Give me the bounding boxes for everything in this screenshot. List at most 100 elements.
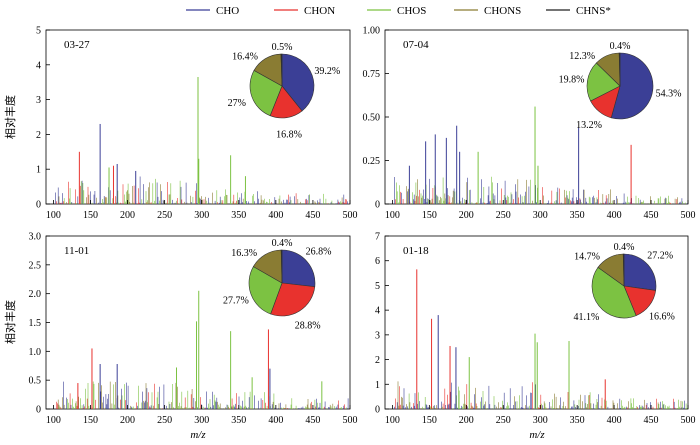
pie-label: 14.7%: [574, 251, 600, 262]
x-tick-label: 300: [194, 210, 209, 221]
x-tick-label: 500: [681, 415, 696, 426]
composition-pie: 54.3% 13.2% 19.8% 12.3% 0.4%: [559, 41, 682, 131]
x-tick-label: 100: [46, 210, 61, 221]
x-tick-label: 300: [533, 415, 548, 426]
legend-entry-chos: CHOS: [367, 5, 426, 17]
pie-label: 0.4%: [610, 41, 631, 52]
x-tick-label: 350: [231, 210, 246, 221]
y-tick-label: 4: [375, 306, 380, 317]
legend-entry-chon: CHON: [274, 5, 335, 17]
x-axis-label: m/z: [190, 429, 206, 441]
x-tick-label: 200: [459, 210, 474, 221]
y-tick-label: 2: [36, 130, 41, 141]
x-tick-label: 300: [533, 210, 548, 221]
y-tick-label: 0: [375, 405, 380, 416]
y-axis-label: 相对丰度: [3, 95, 17, 139]
x-tick-label: 500: [343, 210, 358, 221]
pie-label: 41.1%: [573, 312, 599, 323]
y-tick-label: 3: [36, 95, 41, 106]
y-tick-label: 1: [375, 380, 380, 391]
x-tick-label: 250: [496, 210, 511, 221]
pie-label: 13.2%: [576, 120, 602, 131]
x-tick-label: 200: [459, 415, 474, 426]
y-tick-label: 0: [375, 200, 380, 211]
x-tick-label: 200: [120, 210, 135, 221]
x-tick-label: 350: [570, 210, 585, 221]
pie-slice-chos: [586, 62, 621, 102]
x-tick-label: 100: [385, 415, 400, 426]
y-tick-label: 1.0: [29, 347, 42, 358]
noise-peaks: [55, 381, 350, 409]
y-tick-label: 5: [36, 26, 41, 37]
pie-slice-chos: [591, 266, 637, 319]
y-tick-label: 0.25: [363, 156, 381, 167]
pie-label: 16.6%: [649, 311, 675, 322]
panel-date-label: 03-27: [64, 39, 90, 51]
pie-slice-chns-star: [280, 53, 283, 87]
panel-03-27: 100 150 200 250 300 350 400 450 500 0 1 2 3 4 5 03-27 39…: [36, 26, 358, 222]
x-tick-label: 250: [157, 415, 172, 426]
pie-label: 27.7%: [223, 296, 249, 307]
pie-label: 39.2%: [314, 66, 340, 77]
y-tick-label: 3.0: [29, 232, 42, 243]
composition-pie: 27.2% 16.6% 41.1% 14.7% 0.4%: [573, 242, 674, 323]
panel-date-label: 11-01: [64, 245, 89, 257]
composition-pie: 26.8% 28.8% 27.7% 16.3% 0.4%: [223, 238, 332, 332]
pie-label: 0.4%: [614, 242, 635, 253]
pie-label: 27%: [228, 98, 246, 109]
panel-07-04: 100 150 200 250 300 350 400 450 500 0 0.25 0.50 0.75…: [363, 26, 696, 222]
legend: CHO CHON CHOS CHONS CHNS*: [186, 5, 611, 17]
pie-label: 12.3%: [569, 51, 595, 62]
x-tick-label: 400: [268, 210, 283, 221]
pie-label: 16.3%: [231, 248, 257, 259]
x-tick-label: 100: [385, 210, 400, 221]
panel-01-18: 100 150 200 250 300 350 400 450 500 0 1 2 3 4 5 6 7 01-18…: [375, 232, 696, 427]
y-tick-label: 2: [375, 355, 380, 366]
y-tick-label: 3: [375, 330, 380, 341]
x-tick-label: 400: [607, 415, 622, 426]
legend-label: CHNS*: [576, 5, 611, 17]
pie-slice-cho: [610, 52, 654, 120]
x-tick-label: 100: [46, 415, 61, 426]
plot-frame: [384, 235, 689, 410]
legend-label: CHONS: [484, 5, 521, 17]
legend-entry-chns-star: CHNS*: [546, 5, 611, 17]
y-tick-label: 2.0: [29, 289, 42, 300]
noise-peaks: [394, 176, 688, 204]
legend-label: CHO: [216, 5, 239, 17]
y-tick-label: 6: [375, 256, 380, 267]
x-tick-label: 350: [570, 415, 585, 426]
pie-label: 54.3%: [656, 89, 682, 100]
x-tick-label: 150: [83, 210, 98, 221]
legend-entry-chons: CHONS: [454, 5, 521, 17]
y-tick-label: 0.75: [363, 69, 381, 80]
major-peaks: [416, 269, 606, 409]
y-tick-label: 1.5: [29, 318, 42, 329]
pie-slice-cho: [281, 249, 316, 288]
y-tick-label: 0: [36, 200, 41, 211]
y-tick-label: 5: [375, 281, 380, 292]
x-tick-label: 450: [644, 415, 659, 426]
pie-label: 28.8%: [295, 321, 321, 332]
y-tick-label: 7: [375, 232, 380, 243]
pie-label: 0.4%: [272, 238, 293, 249]
x-tick-label: 250: [157, 210, 172, 221]
x-axis-label: m/z: [529, 429, 545, 441]
x-tick-label: 400: [607, 210, 622, 221]
plot-frame: [384, 29, 689, 205]
pie-label: 26.8%: [306, 246, 332, 257]
pie-label: 16.4%: [232, 51, 258, 62]
pie-slice-chon: [270, 282, 316, 317]
y-tick-label: 0.50: [363, 113, 381, 124]
y-tick-label: 2.5: [29, 260, 42, 271]
pie-slice-chns-star: [622, 253, 625, 287]
pie-label: 16.8%: [276, 130, 302, 141]
major-peaks: [78, 76, 246, 204]
legend-label: CHOS: [397, 5, 426, 17]
panel-date-label: 01-18: [403, 245, 429, 257]
y-tick-label: 1.00: [363, 26, 381, 37]
pie-slice-chns-star: [618, 52, 621, 87]
major-peaks: [77, 290, 323, 409]
pie-label: 27.2%: [647, 251, 673, 262]
